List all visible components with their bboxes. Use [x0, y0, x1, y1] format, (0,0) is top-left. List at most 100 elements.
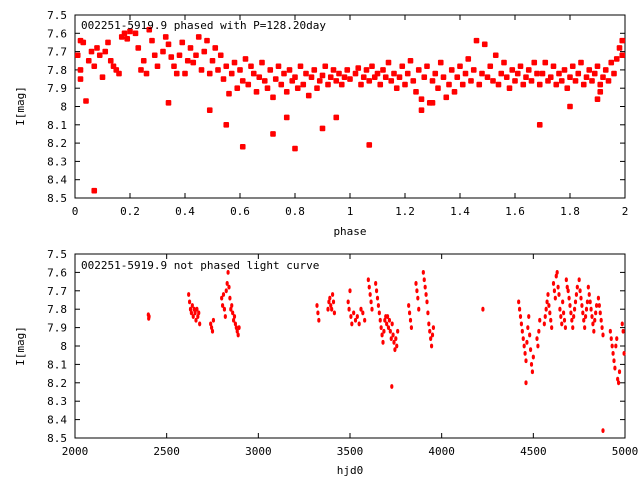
unphased-data-point — [559, 314, 563, 319]
unphased-data-point — [589, 306, 593, 312]
unphased-data-point — [191, 314, 195, 319]
phased-data-point — [223, 63, 230, 70]
phased-data-point — [292, 74, 298, 81]
unphased-data-point — [330, 306, 334, 312]
unphased-data-point — [583, 325, 587, 330]
phased-data-point — [237, 67, 243, 73]
phased-data-point — [413, 89, 419, 95]
unphased-plot-title: 002251-5919.9 not phased light curve — [81, 259, 319, 272]
phased-data-point — [85, 57, 92, 64]
phased-data-point — [421, 74, 428, 81]
phased-data-point — [267, 67, 274, 73]
phased-data-point — [297, 63, 304, 70]
phased-data-point — [523, 74, 529, 81]
phased-data-point — [231, 59, 238, 66]
unphased-data-point — [620, 321, 624, 327]
phased-data-point — [462, 70, 469, 77]
unphased-y-tick-label: 8.2 — [47, 377, 67, 390]
phased-data-point — [418, 107, 425, 113]
unphased-data-point — [573, 299, 578, 305]
phased-data-point — [270, 94, 276, 101]
phased-data-point — [534, 70, 540, 77]
phased-data-point — [594, 96, 601, 102]
phased-x-tick-label: 2 — [622, 205, 629, 218]
unphased-data-point — [211, 317, 216, 323]
phased-data-point — [105, 39, 111, 46]
unphased-light-curve-panel: 2000 2500 3000 3500 4000 4500 5000 7.5 7.6 7.7 7.8… — [14, 248, 638, 477]
phased-data-point — [501, 59, 507, 66]
phased-x-tick-label: 1.8 — [560, 205, 580, 218]
phased-data-point — [341, 74, 348, 81]
unphased-data-point — [544, 306, 548, 312]
unphased-data-point — [543, 314, 547, 319]
phased-data-point — [402, 81, 408, 88]
phased-x-tick-label: 0 — [72, 205, 79, 218]
unphased-data-point — [226, 270, 230, 275]
unphased-x-tick-label: 3000 — [245, 445, 272, 458]
unphased-data-point — [331, 299, 336, 305]
unphased-data-point — [517, 306, 522, 312]
unphased-plot-frame — [74, 253, 626, 439]
unphased-data-point — [593, 317, 597, 323]
unphased-x-tick-label: 3500 — [337, 445, 364, 458]
phased-data-point — [514, 70, 521, 77]
unphased-data-point — [536, 343, 540, 349]
unphased-data-point — [232, 314, 237, 319]
unphased-y-tick-label: 8.1 — [47, 358, 67, 371]
unphased-data-point — [522, 343, 526, 349]
unphased-data-point — [548, 310, 552, 316]
phased-data-point — [327, 74, 334, 81]
phased-data-point — [476, 81, 483, 88]
unphased-data-point — [622, 350, 626, 356]
unphased-data-point — [378, 317, 382, 323]
phased-data-point — [567, 103, 573, 110]
unphased-data-point — [193, 310, 197, 316]
phased-y-tick-label: 8.2 — [47, 137, 67, 150]
unphased-data-point — [228, 295, 232, 301]
unphased-data-point — [585, 299, 590, 305]
unphased-data-point — [233, 321, 238, 327]
unphased-data-point — [566, 288, 570, 294]
phased-data-point — [589, 78, 595, 84]
unphased-data-point — [210, 328, 215, 334]
unphased-data-point — [395, 343, 399, 349]
unphased-data-point — [583, 314, 588, 319]
phased-data-point — [336, 70, 342, 77]
unphased-data-point — [408, 317, 413, 323]
unphased-data-point — [237, 325, 241, 330]
unphased-data-point — [227, 284, 231, 290]
unphased-data-point — [369, 299, 373, 305]
unphased-data-point — [425, 299, 429, 305]
unphased-data-point — [332, 310, 337, 316]
unphased-data-point — [578, 288, 582, 294]
unphased-data-point — [574, 292, 579, 297]
phased-data-point — [308, 74, 315, 81]
unphased-data-point — [599, 317, 603, 323]
unphased-data-point — [591, 321, 595, 327]
unphased-data-point — [600, 325, 604, 330]
unphased-y-tick-label: 8.5 — [47, 432, 67, 445]
unphased-data-point — [375, 295, 380, 301]
phased-data-point — [355, 65, 362, 71]
phased-data-point — [396, 74, 403, 81]
phased-data-point — [437, 59, 444, 66]
unphased-data-point — [518, 314, 523, 319]
unphased-data-point — [355, 314, 359, 319]
unphased-data-point — [551, 281, 556, 286]
unphased-data-point — [557, 292, 561, 297]
unphased-data-point — [316, 310, 320, 316]
phased-data-point — [187, 45, 194, 51]
phased-data-point — [358, 81, 364, 88]
unphased-data-point — [594, 303, 599, 308]
phased-data-point — [182, 70, 188, 77]
phased-data-point — [605, 78, 612, 84]
unphased-data-point — [572, 306, 577, 312]
unphased-data-point — [563, 325, 568, 330]
phased-data-point — [517, 63, 524, 70]
phased-data-point — [418, 96, 425, 102]
unphased-data-point — [528, 332, 532, 338]
phased-data-point — [600, 74, 606, 81]
unphased-data-point — [197, 310, 201, 316]
unphased-data-point — [385, 321, 389, 327]
phased-data-point — [77, 76, 84, 82]
